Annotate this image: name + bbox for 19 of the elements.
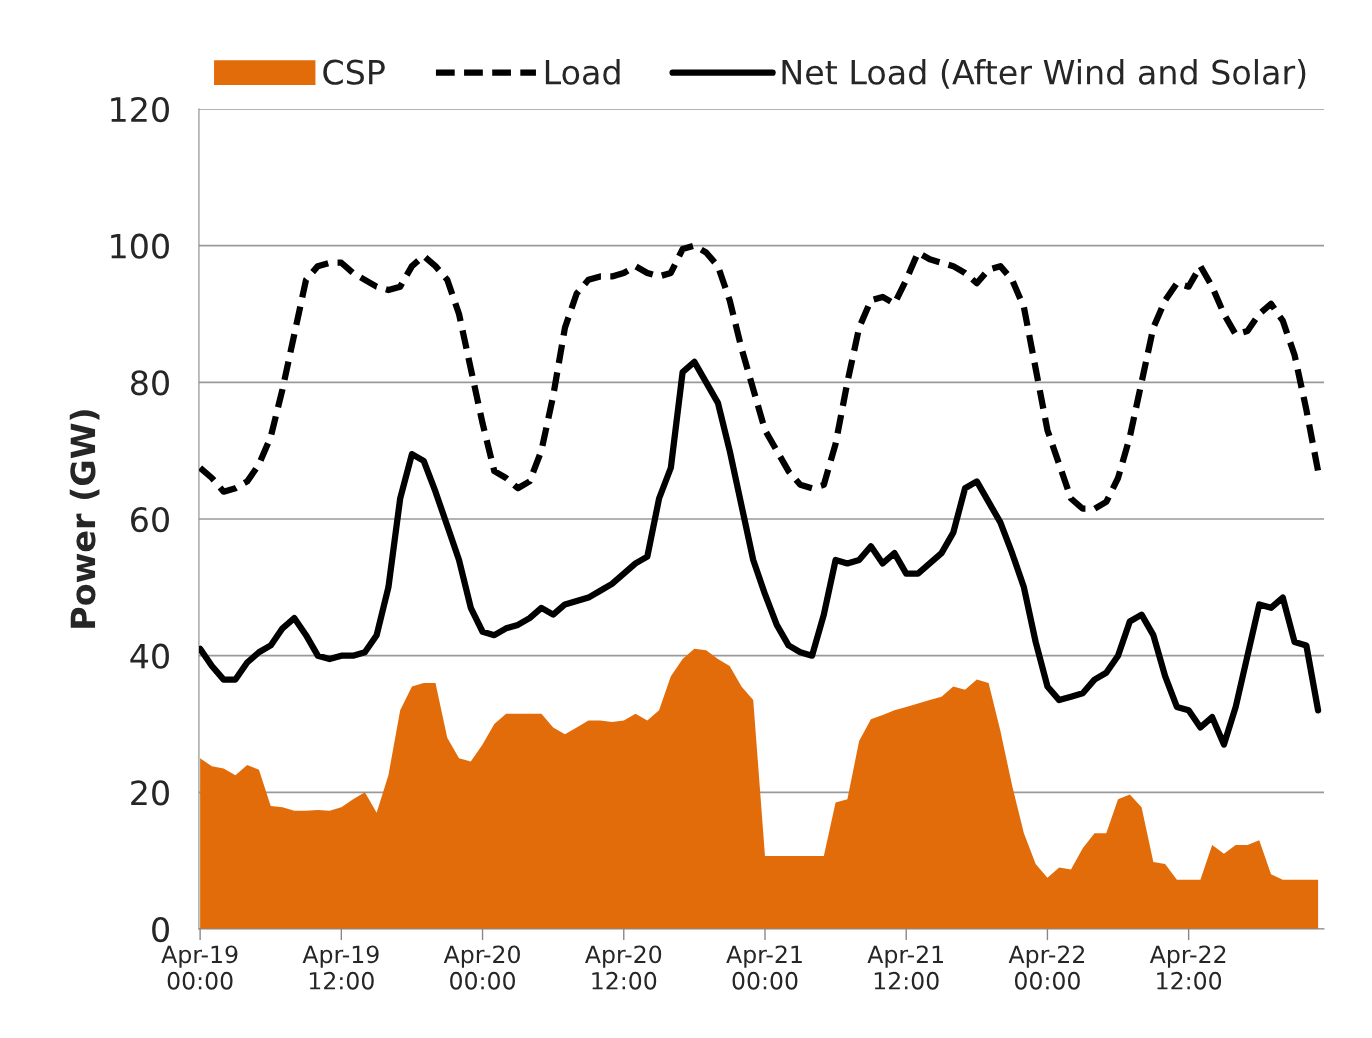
legend-label: Load bbox=[545, 59, 620, 85]
y-tick-label: 120 bbox=[111, 96, 169, 123]
legend-label: Net Load (After Wind and Solar) bbox=[782, 59, 1306, 89]
x-tick-label: Apr-22 12:00 bbox=[1149, 945, 1226, 990]
x-tick-label: Apr-20 12:00 bbox=[585, 945, 662, 990]
y-tick-label: 100 bbox=[111, 233, 169, 259]
x-tick-label: Apr-21 12:00 bbox=[867, 945, 943, 990]
x-tick-label: Apr-21 00:00 bbox=[726, 945, 802, 990]
x-tick-label: Apr-22 00:00 bbox=[1008, 945, 1085, 990]
y-tick-label: 40 bbox=[130, 643, 169, 669]
y-tick-label: 0 bbox=[152, 916, 169, 943]
x-tick-label: Apr-19 12:00 bbox=[302, 945, 379, 990]
y-axis-title: Power (GW) bbox=[69, 410, 100, 628]
x-tick-label: Apr-20 00:00 bbox=[443, 945, 520, 990]
x-tick-label: Apr-19 00:00 bbox=[161, 945, 238, 990]
y-tick-label: 80 bbox=[131, 370, 169, 396]
y-tick-label: 60 bbox=[131, 506, 169, 533]
y-tick-label: 20 bbox=[131, 780, 169, 806]
legend-label: CSP bbox=[323, 59, 385, 85]
